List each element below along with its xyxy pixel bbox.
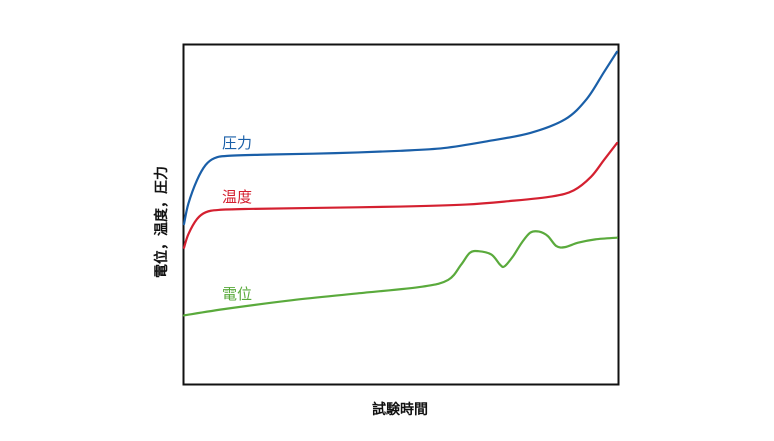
- series-label-pressure: 圧力: [222, 134, 252, 152]
- series-layer: [182, 50, 619, 317]
- x-axis-title: 試験時間: [372, 401, 428, 418]
- plot-area-frame: [182, 43, 620, 386]
- series-label-potential: 電位: [222, 285, 252, 303]
- series-label-temperature: 温度: [222, 188, 252, 206]
- series-line-temperature: [182, 141, 619, 249]
- series-line-pressure: [182, 50, 619, 226]
- y-axis-title: 電位，温度，圧力: [153, 166, 170, 278]
- series-line-potential: [182, 230, 619, 317]
